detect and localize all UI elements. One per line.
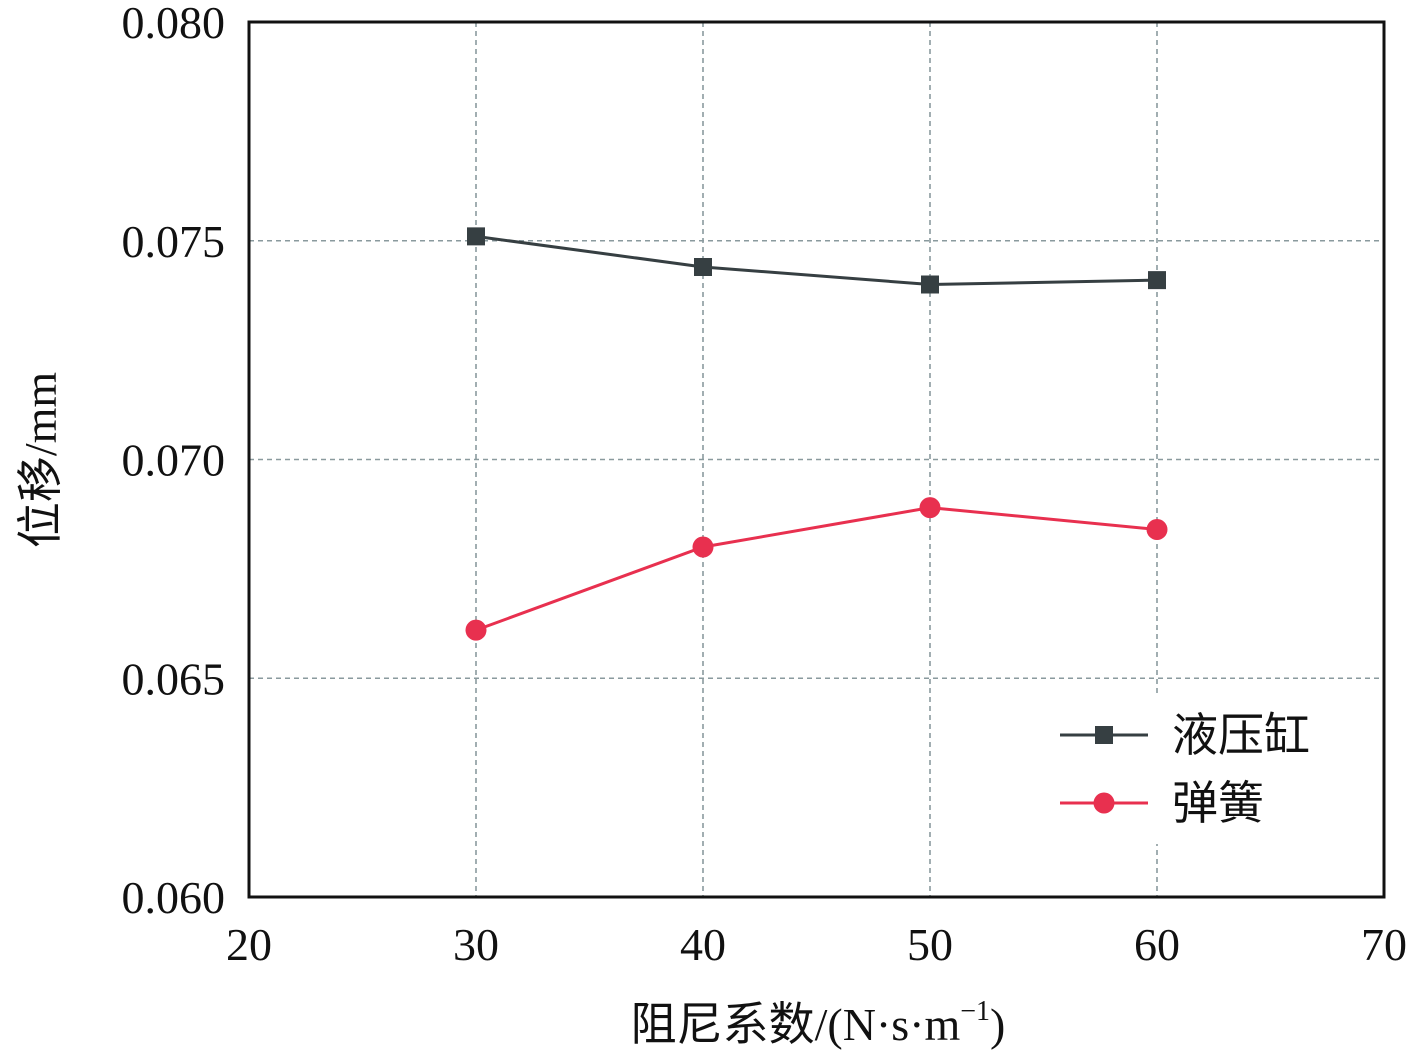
x-tick-label: 30 <box>453 919 499 970</box>
y-tick-label: 0.070 <box>122 435 226 486</box>
x-tick-label: 70 <box>1361 919 1407 970</box>
legend-marker <box>1093 792 1115 814</box>
y-axis-title: 位移/mm <box>15 372 66 549</box>
y-tick-label: 0.075 <box>122 216 226 267</box>
plot-frame <box>247 20 1386 899</box>
plot-series <box>465 227 1168 641</box>
x-axis-title: 阻尼系数/(N·s·m−1) <box>631 996 1006 1050</box>
series-line <box>475 234 1158 287</box>
legend-item: 液压缸 <box>1060 710 1310 761</box>
x-axis-title-close: ) <box>990 999 1005 1050</box>
legend-background <box>1040 694 1380 844</box>
x-axis-title-superscript: −1 <box>960 996 990 1027</box>
y-tick-label: 0.065 <box>122 653 226 704</box>
y-tick-label: 0.080 <box>122 0 226 48</box>
legend-marker <box>1095 726 1113 744</box>
legend-label: 液压缸 <box>1172 710 1310 761</box>
x-tick-label: 60 <box>1134 919 1180 970</box>
series-1 <box>467 227 1166 294</box>
legend-label: 弹簧 <box>1172 778 1264 829</box>
series-line <box>475 506 1158 632</box>
x-tick-label: 20 <box>226 919 272 970</box>
data-point <box>1148 271 1166 290</box>
x-tick-label: 50 <box>907 919 953 970</box>
data-point <box>919 497 941 519</box>
x-tick-label: 40 <box>680 919 726 970</box>
data-point <box>694 258 712 276</box>
data-point <box>692 536 714 558</box>
tick-labels: 20 30 40 50 60 70 0.060 0.065 0.070 0.075 0.080 <box>122 0 1408 970</box>
legend-item: 弹簧 <box>1060 778 1264 829</box>
data-point <box>465 619 487 641</box>
y-tick-label: 0.060 <box>122 872 226 923</box>
data-point <box>1146 519 1168 540</box>
data-point <box>467 227 485 246</box>
data-point <box>921 275 939 294</box>
series-2 <box>465 497 1168 641</box>
